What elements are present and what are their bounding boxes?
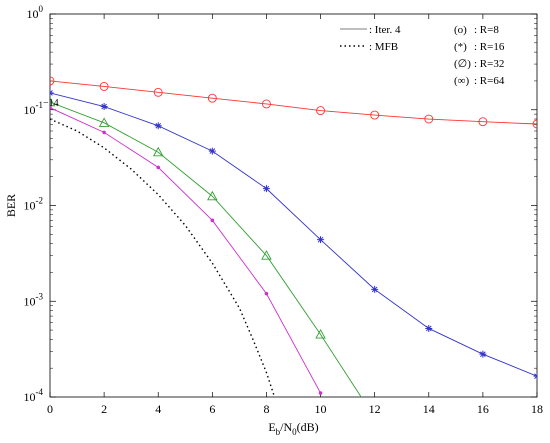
legend-marker-label: : R=32 — [474, 58, 504, 70]
circle-marker — [261, 99, 271, 109]
legend-marker-symbol: (∅) — [454, 58, 471, 70]
dot-marker — [102, 130, 106, 135]
x-tick-label: 12 — [369, 402, 381, 416]
triangle-marker — [50, 96, 56, 107]
series-line — [50, 92, 537, 377]
series-5 — [50, 118, 276, 397]
series-line — [50, 80, 537, 125]
y-tick-label: 10-4 — [24, 387, 44, 404]
series-line — [50, 107, 321, 394]
star-marker — [262, 185, 270, 193]
series-2 — [50, 89, 537, 380]
y-axis-label: BER — [4, 194, 18, 217]
star-marker — [371, 285, 379, 293]
triangle-marker — [98, 117, 110, 127]
axis-ticks: 0 2 4 6 8 10 12 14 16 18 100 10-1 10-2 10-3 10-4 — [24, 4, 544, 416]
y-tick-label: 10-1 — [24, 100, 44, 117]
x-tick-label: 14 — [423, 402, 435, 416]
circle-marker — [532, 119, 537, 129]
circle-marker — [478, 117, 488, 127]
legend-marker-label: : R=16 — [474, 41, 505, 53]
axis-labels: BER Eb/N0(dB) — [4, 194, 319, 437]
legend-marker-symbol: (o) — [454, 24, 467, 36]
x-tick-label: 8 — [263, 402, 269, 416]
star-marker — [100, 103, 108, 111]
x-axis-label: Eb/N0(dB) — [268, 420, 318, 437]
triangle-marker — [207, 190, 218, 201]
series-line — [50, 118, 276, 397]
series-line — [50, 101, 362, 397]
x-tick-label: 10 — [315, 402, 327, 416]
x-tick-label: 4 — [155, 402, 161, 416]
legend: : Iter. 4 : MFB (o) : R=8 (*) : R=16(∅): R=32… — [340, 24, 505, 87]
series-1 — [50, 76, 537, 129]
legend-marker-symbol: (*) — [454, 41, 467, 53]
legend-line-label: : MFB — [369, 41, 398, 53]
dot-marker — [318, 391, 323, 395]
triangle-marker — [315, 329, 326, 339]
star-marker — [425, 324, 433, 332]
legend-marker-label: : R=64 — [474, 75, 505, 87]
x-tick-label: 16 — [477, 402, 489, 416]
triangle-marker — [152, 146, 164, 157]
star-marker — [154, 122, 162, 130]
triangle-marker — [261, 250, 272, 260]
circle-marker — [153, 87, 163, 97]
circle-marker — [316, 106, 326, 116]
x-tick-label: 0 — [47, 402, 53, 416]
circle-marker — [99, 82, 109, 91]
data-series: −14 — [43, 76, 537, 397]
series-3 — [50, 96, 362, 397]
y-tick-label: 10-3 — [24, 291, 44, 308]
dot-marker — [210, 218, 215, 223]
series-4 — [50, 105, 323, 395]
dot-marker — [264, 291, 269, 296]
clipped-annotation: −14 — [43, 98, 59, 109]
circle-marker — [50, 76, 55, 86]
x-tick-label: 6 — [209, 402, 215, 416]
star-marker — [208, 147, 216, 155]
circle-marker — [207, 93, 217, 103]
circle-marker — [424, 114, 434, 124]
x-tick-label: 2 — [101, 402, 107, 416]
dot-marker — [156, 165, 161, 170]
legend-line-label: : Iter. 4 — [369, 24, 401, 36]
star-marker — [50, 89, 54, 97]
star-marker — [317, 236, 325, 244]
legend-marker-label: : R=8 — [474, 24, 499, 36]
star-marker — [479, 350, 487, 358]
plot-area — [49, 13, 538, 398]
y-tick-label: 10-2 — [24, 196, 44, 213]
plot-frame — [49, 13, 538, 398]
y-tick-label: 100 — [27, 4, 44, 21]
x-tick-label: 18 — [531, 402, 543, 416]
legend-marker-symbol: (∞) — [454, 75, 470, 87]
circle-marker — [370, 110, 380, 120]
dot-marker — [50, 105, 52, 110]
